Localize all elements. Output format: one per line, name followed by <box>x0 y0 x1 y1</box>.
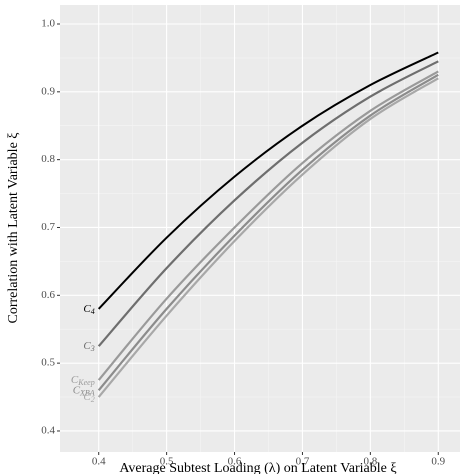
series-name: C <box>71 374 79 386</box>
series-name: C <box>83 340 91 352</box>
series-line <box>97 51 439 310</box>
grid: 0.4 0.5 0.6 0.7 0.8 0.9 1.0 0.4 0.5 0.6 0.7 0.8 0.9 <box>41 5 460 468</box>
x-tick-label: 0.5 <box>160 456 174 468</box>
y-tick-label: 0.8 <box>41 153 55 165</box>
y-tick-label: 0.7 <box>41 221 55 233</box>
x-tick-label: 0.9 <box>431 456 445 468</box>
y-tick-label: 0.6 <box>41 289 55 301</box>
series-subscript: Keep <box>77 378 94 387</box>
series-subscript: 4 <box>91 307 95 316</box>
series-name: C <box>83 391 91 403</box>
series-line <box>97 60 439 347</box>
x-tick-label: 0.6 <box>228 456 242 468</box>
y-tick-label: 1.0 <box>41 18 55 30</box>
x-axis-title: Average Subtest Loading (λ) on Latent Va… <box>119 461 396 474</box>
series-name: C <box>73 384 81 396</box>
series-label: CKeep <box>71 374 95 387</box>
series-subscript: 3 <box>90 344 95 353</box>
series-label: CXBA <box>73 384 95 397</box>
series-subscript: 2 <box>91 395 95 404</box>
x-tick-label: 0.8 <box>363 456 377 468</box>
y-tick-label: 0.5 <box>41 357 55 369</box>
series-subscript: XBA <box>79 388 95 397</box>
x-tick-label: 0.7 <box>296 456 310 468</box>
x-tick-label: 0.4 <box>92 456 106 468</box>
y-tick-label: 0.4 <box>41 425 55 437</box>
panel <box>60 5 460 452</box>
series-label: C3 <box>83 340 94 353</box>
series-line <box>97 70 439 381</box>
series-label: C2 <box>83 391 94 404</box>
series-line <box>97 73 439 391</box>
y-tick-label: 0.9 <box>41 85 55 97</box>
y-axis-title: Correlation with Latent Variable ξ <box>6 132 21 323</box>
series-name: C <box>83 302 91 314</box>
series-line <box>97 77 439 398</box>
series-label: C4 <box>83 302 94 315</box>
